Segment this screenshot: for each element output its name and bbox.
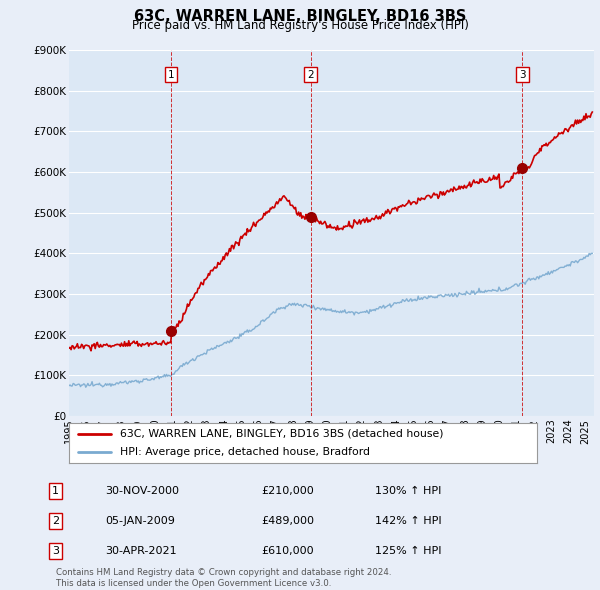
Text: 63C, WARREN LANE, BINGLEY, BD16 3BS (detached house): 63C, WARREN LANE, BINGLEY, BD16 3BS (det… [121,429,444,439]
Text: 3: 3 [52,546,59,556]
Text: Price paid vs. HM Land Registry's House Price Index (HPI): Price paid vs. HM Land Registry's House … [131,19,469,32]
Text: 3: 3 [519,70,526,80]
Text: 30-NOV-2000: 30-NOV-2000 [105,486,179,496]
Text: £210,000: £210,000 [261,486,314,496]
Text: 05-JAN-2009: 05-JAN-2009 [105,516,175,526]
Text: 125% ↑ HPI: 125% ↑ HPI [375,546,442,556]
Text: HPI: Average price, detached house, Bradford: HPI: Average price, detached house, Brad… [121,447,370,457]
Text: 63C, WARREN LANE, BINGLEY, BD16 3BS: 63C, WARREN LANE, BINGLEY, BD16 3BS [134,9,466,24]
Text: 2: 2 [52,516,59,526]
Text: This data is licensed under the Open Government Licence v3.0.: This data is licensed under the Open Gov… [56,579,331,588]
Text: £489,000: £489,000 [261,516,314,526]
Text: 130% ↑ HPI: 130% ↑ HPI [375,486,442,496]
Text: 1: 1 [52,486,59,496]
Text: Contains HM Land Registry data © Crown copyright and database right 2024.: Contains HM Land Registry data © Crown c… [56,568,391,577]
Text: 30-APR-2021: 30-APR-2021 [105,546,176,556]
Text: 1: 1 [167,70,174,80]
Text: 142% ↑ HPI: 142% ↑ HPI [375,516,442,526]
Text: 2: 2 [307,70,314,80]
Text: £610,000: £610,000 [261,546,314,556]
